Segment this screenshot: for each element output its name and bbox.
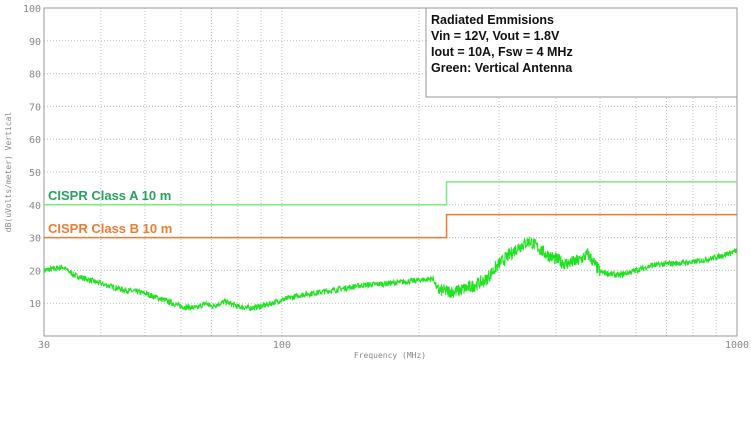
y-tick-label: 100 bbox=[23, 4, 41, 15]
x-ticks: 30 100 1000 bbox=[38, 340, 749, 351]
y-axis-label: dB(uVolts/meter) Vertical bbox=[4, 112, 13, 233]
limit-label-class-b: CISPR Class B 10 m bbox=[48, 221, 172, 236]
y-tick-label: 70 bbox=[29, 102, 41, 113]
y-tick-label: 10 bbox=[29, 299, 41, 310]
limit-label-class-a: CISPR Class A 10 m bbox=[48, 188, 171, 203]
y-tick-label: 60 bbox=[29, 135, 41, 146]
y-tick-label: 40 bbox=[29, 201, 41, 212]
y-ticks: 10 20 30 40 50 60 70 80 90 100 bbox=[23, 4, 41, 310]
limit-lines bbox=[44, 181, 737, 239]
series bbox=[43, 236, 738, 312]
y-tick-label: 20 bbox=[29, 266, 41, 277]
annotation-line-2: Vin = 12V, Vout = 1.8V bbox=[431, 29, 560, 43]
annotation-box: Radiated Emmisions Vin = 12V, Vout = 1.8… bbox=[425, 7, 738, 98]
y-tick-label: 80 bbox=[29, 70, 41, 81]
limit-line bbox=[44, 213, 737, 239]
x-axis-label: Frequency (MHz) bbox=[354, 351, 426, 360]
y-tick-label: 30 bbox=[29, 234, 41, 245]
y-tick-label: 50 bbox=[29, 168, 41, 179]
x-tick-label: 100 bbox=[273, 340, 291, 351]
x-tick-label: 30 bbox=[38, 340, 50, 351]
x-tick-label: 1000 bbox=[725, 340, 749, 351]
annotation-line-4: Green: Vertical Antenna bbox=[431, 61, 573, 75]
y-tick-label: 90 bbox=[29, 37, 41, 48]
emission-trace bbox=[43, 236, 738, 312]
plot-frame bbox=[43, 7, 738, 337]
annotation-line-3: Iout = 10A, Fsw = 4 MHz bbox=[431, 45, 573, 59]
annotation-line-1: Radiated Emmisions bbox=[431, 13, 554, 27]
limit-line bbox=[44, 181, 737, 206]
